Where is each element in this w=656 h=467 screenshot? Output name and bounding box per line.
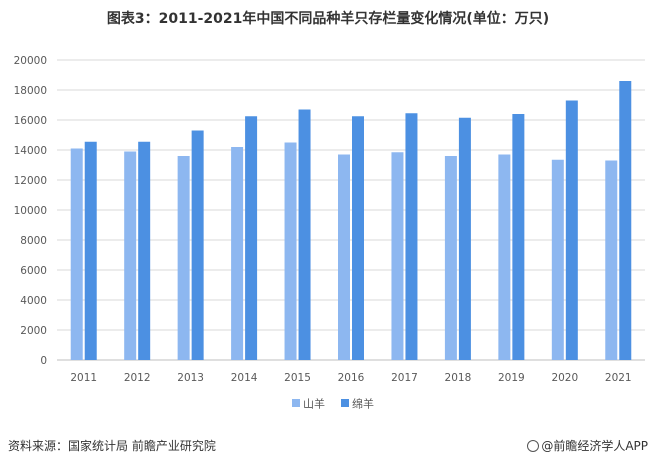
legend-swatch xyxy=(292,399,300,407)
bar-series-1-2020 xyxy=(551,159,564,360)
y-tick-label: 18000 xyxy=(14,85,47,97)
y-tick-label: 6000 xyxy=(20,265,47,277)
bar-series-1-2019 xyxy=(498,154,511,360)
bar-series-1-2016 xyxy=(338,154,350,360)
brand-text: @前瞻经济学人APP xyxy=(541,439,648,453)
source-note: 资料来源：国家统计局 前瞻产业研究院 xyxy=(8,439,216,453)
brand-note: @前瞻经济学人APP xyxy=(527,437,648,454)
x-axis-ticks: 2011 2012 2013 2014 2015 2016 2017 2018 2019 2020… xyxy=(70,372,631,384)
bar-series-1-2014 xyxy=(231,147,244,360)
bar-series-1-2021 xyxy=(605,160,618,360)
bar-series-2-2020 xyxy=(565,100,578,360)
bar-series-1-2018 xyxy=(444,156,457,360)
bar-series-2-2015 xyxy=(298,109,311,360)
bar-series-2-2019 xyxy=(512,114,525,360)
bar-series-1-2015 xyxy=(284,142,297,360)
x-tick-label: 2012 xyxy=(124,372,151,384)
x-tick-label: 2011 xyxy=(70,372,97,384)
legend-swatch xyxy=(341,399,349,407)
chart-title: 图表3：2011-2021年中国不同品种羊只存栏量变化情况(单位：万只) xyxy=(106,11,550,27)
x-tick-label: 2020 xyxy=(551,372,578,384)
bar-series-2-2012 xyxy=(138,141,151,360)
y-tick-label: 16000 xyxy=(14,115,47,127)
y-tick-label: 10000 xyxy=(14,205,47,217)
bar-series-2-2018 xyxy=(458,117,471,360)
brand-logo-icon xyxy=(527,440,540,452)
x-tick-label: 2013 xyxy=(177,372,204,384)
y-axis-ticks: 0 2000 4000 6000 8000 10000 12000 14000 16000 180… xyxy=(14,55,47,367)
x-tick-label: 2014 xyxy=(231,372,258,384)
bar-series-1-2012 xyxy=(124,151,137,360)
y-tick-label: 0 xyxy=(40,355,47,367)
x-tick-label: 2016 xyxy=(338,372,365,384)
bar-series-2-2014 xyxy=(245,116,258,360)
x-tick-label: 2018 xyxy=(445,372,472,384)
y-tick-label: 2000 xyxy=(20,325,47,337)
y-tick-label: 12000 xyxy=(14,175,47,187)
legend: 山羊 绵羊 xyxy=(292,397,374,411)
gridlines xyxy=(57,59,645,361)
bar-series-2-2013 xyxy=(191,130,204,360)
bar-series-2-2016 xyxy=(352,116,364,360)
bar-series-2-2021 xyxy=(619,81,632,360)
y-tick-label: 4000 xyxy=(20,295,47,307)
x-tick-label: 2021 xyxy=(605,372,632,384)
legend-label: 绵羊 xyxy=(352,397,374,411)
bars xyxy=(70,81,632,360)
bar-series-1-2011 xyxy=(70,148,83,360)
x-tick-label: 2019 xyxy=(498,372,525,384)
bar-series-1-2013 xyxy=(177,156,190,360)
bar-series-1-2017 xyxy=(391,152,404,360)
legend-label: 山羊 xyxy=(303,397,325,411)
x-tick-label: 2017 xyxy=(391,372,418,384)
y-tick-label: 14000 xyxy=(14,145,47,157)
y-tick-label: 20000 xyxy=(14,55,47,67)
y-tick-label: 8000 xyxy=(20,235,47,247)
bar-series-2-2017 xyxy=(405,113,418,360)
x-tick-label: 2015 xyxy=(284,372,311,384)
bar-series-2-2011 xyxy=(84,141,97,360)
